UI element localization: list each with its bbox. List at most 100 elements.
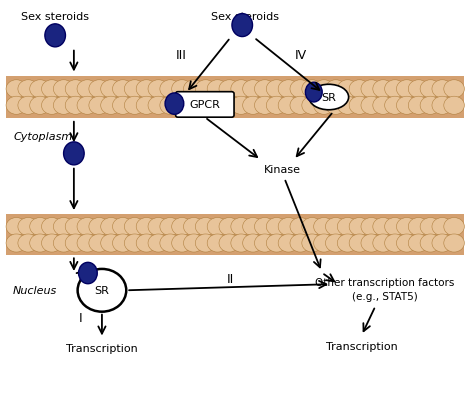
Circle shape <box>302 235 322 252</box>
Ellipse shape <box>309 85 348 111</box>
Circle shape <box>255 81 275 99</box>
Circle shape <box>195 235 216 252</box>
Circle shape <box>231 97 251 115</box>
Circle shape <box>30 97 50 115</box>
Circle shape <box>195 97 216 115</box>
Text: I: I <box>79 311 82 325</box>
Circle shape <box>183 218 204 236</box>
Circle shape <box>100 97 121 115</box>
Circle shape <box>243 81 263 99</box>
Text: GPCR: GPCR <box>190 100 220 110</box>
Circle shape <box>54 235 74 252</box>
Circle shape <box>314 235 334 252</box>
Text: Cytoplasm: Cytoplasm <box>13 132 73 142</box>
Circle shape <box>207 81 228 99</box>
Circle shape <box>160 81 181 99</box>
Circle shape <box>266 218 287 236</box>
Circle shape <box>326 81 346 99</box>
Circle shape <box>219 97 239 115</box>
Circle shape <box>89 218 109 236</box>
Circle shape <box>148 218 169 236</box>
Circle shape <box>112 235 133 252</box>
Circle shape <box>231 218 251 236</box>
Text: Kinase: Kinase <box>264 165 301 175</box>
Circle shape <box>302 97 322 115</box>
Circle shape <box>396 218 417 236</box>
Circle shape <box>314 218 334 236</box>
Circle shape <box>6 218 27 236</box>
Circle shape <box>432 218 453 236</box>
Circle shape <box>160 97 181 115</box>
Circle shape <box>207 97 228 115</box>
Text: Nucleus: Nucleus <box>13 286 57 296</box>
Circle shape <box>444 81 465 99</box>
Circle shape <box>77 218 98 236</box>
Circle shape <box>408 235 429 252</box>
Circle shape <box>255 218 275 236</box>
Circle shape <box>444 97 465 115</box>
Circle shape <box>18 235 38 252</box>
Circle shape <box>337 235 358 252</box>
Circle shape <box>219 235 239 252</box>
Circle shape <box>54 81 74 99</box>
Circle shape <box>6 81 27 99</box>
FancyBboxPatch shape <box>175 93 234 118</box>
Circle shape <box>302 218 322 236</box>
Text: II: II <box>227 273 234 286</box>
Circle shape <box>255 235 275 252</box>
Circle shape <box>361 218 382 236</box>
Circle shape <box>326 97 346 115</box>
Text: IV: IV <box>295 49 307 62</box>
Circle shape <box>42 97 62 115</box>
Circle shape <box>136 218 157 236</box>
Circle shape <box>384 97 405 115</box>
Circle shape <box>243 97 263 115</box>
Circle shape <box>326 235 346 252</box>
Circle shape <box>408 218 429 236</box>
Circle shape <box>384 218 405 236</box>
Circle shape <box>54 218 74 236</box>
Circle shape <box>160 235 181 252</box>
Circle shape <box>160 218 181 236</box>
Circle shape <box>349 81 370 99</box>
Circle shape <box>408 97 429 115</box>
Circle shape <box>373 81 393 99</box>
Circle shape <box>444 235 465 252</box>
Ellipse shape <box>305 83 322 103</box>
Circle shape <box>278 218 299 236</box>
Circle shape <box>136 235 157 252</box>
Circle shape <box>112 218 133 236</box>
Circle shape <box>255 97 275 115</box>
Circle shape <box>112 81 133 99</box>
Circle shape <box>172 81 192 99</box>
Circle shape <box>219 81 239 99</box>
Circle shape <box>231 235 251 252</box>
Circle shape <box>148 97 169 115</box>
Circle shape <box>124 81 145 99</box>
Ellipse shape <box>45 25 65 48</box>
Circle shape <box>420 235 441 252</box>
Circle shape <box>42 81 62 99</box>
Circle shape <box>243 218 263 236</box>
Circle shape <box>183 81 204 99</box>
Text: SR: SR <box>321 93 336 103</box>
Circle shape <box>384 81 405 99</box>
Circle shape <box>337 81 358 99</box>
Circle shape <box>124 235 145 252</box>
Circle shape <box>314 81 334 99</box>
Circle shape <box>65 81 86 99</box>
Circle shape <box>396 235 417 252</box>
Bar <box>6 77 465 118</box>
Text: Transcription: Transcription <box>326 341 397 351</box>
Circle shape <box>384 235 405 252</box>
Circle shape <box>124 97 145 115</box>
Circle shape <box>195 81 216 99</box>
Circle shape <box>243 235 263 252</box>
Circle shape <box>89 97 109 115</box>
Circle shape <box>266 235 287 252</box>
Circle shape <box>432 81 453 99</box>
Circle shape <box>337 218 358 236</box>
Circle shape <box>6 97 27 115</box>
Circle shape <box>112 97 133 115</box>
Circle shape <box>77 81 98 99</box>
